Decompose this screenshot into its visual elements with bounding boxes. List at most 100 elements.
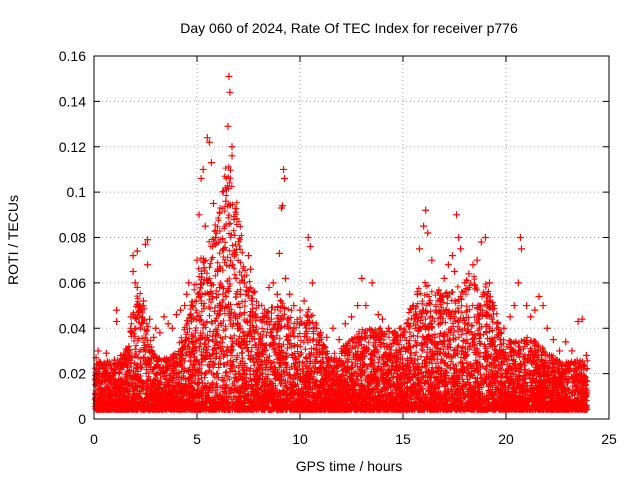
data-point [209, 199, 217, 207]
data-point [201, 222, 209, 230]
y-tick-label: 0.02 [59, 366, 86, 382]
data-point [317, 329, 325, 337]
data-point [510, 302, 518, 310]
data-point [562, 338, 570, 346]
data-point [216, 283, 224, 291]
x-tick-label: 15 [395, 431, 411, 447]
data-point [374, 311, 382, 319]
data-point [222, 197, 230, 205]
data-point [156, 329, 164, 337]
data-point [539, 302, 547, 310]
grid-lines [94, 56, 609, 419]
data-point [197, 175, 205, 183]
data-point [494, 320, 502, 328]
data-point [106, 361, 114, 369]
data-point [137, 306, 145, 314]
y-tick-label: 0.06 [59, 275, 86, 291]
data-point [164, 320, 172, 328]
data-point [424, 229, 432, 237]
data-point [582, 351, 590, 359]
data-point [96, 358, 104, 366]
data-point [290, 302, 298, 310]
data-point [181, 302, 189, 310]
x-tick-label: 10 [292, 431, 308, 447]
x-tick-label: 0 [90, 431, 98, 447]
data-point [428, 256, 436, 264]
data-point [228, 143, 236, 151]
data-point [220, 245, 228, 253]
data-point [286, 290, 294, 298]
data-point [240, 279, 248, 287]
data-point [403, 320, 411, 328]
data-point [193, 256, 201, 264]
data-point [335, 336, 343, 344]
data-point [516, 234, 524, 241]
data-point [444, 261, 452, 269]
data-point [490, 302, 498, 310]
dense-marker-texture [92, 163, 591, 413]
data-point [385, 324, 393, 332]
data-point [378, 315, 386, 323]
data-point [226, 88, 234, 96]
data-point [341, 320, 349, 328]
data-points [92, 72, 590, 373]
data-point [312, 324, 320, 332]
data-point [100, 365, 108, 373]
data-point [121, 361, 129, 369]
data-point [278, 202, 286, 210]
data-point [304, 234, 312, 241]
y-tick-label: 0.1 [67, 184, 87, 200]
data-point [409, 302, 417, 310]
data-point [506, 313, 514, 321]
data-point [133, 247, 141, 255]
axis-ticks: 0 5 10 15 20 25 0 0.02 0.04 0.06 0.08 0.1 0.12 0.14 0.… [59, 48, 617, 447]
data-point [578, 315, 586, 323]
data-point [391, 329, 399, 337]
data-point [117, 351, 125, 359]
data-point [102, 349, 110, 357]
y-tick-label: 0.12 [59, 139, 86, 155]
data-point [531, 306, 539, 314]
data-point [269, 279, 277, 287]
data-point [527, 313, 535, 321]
data-point [259, 313, 267, 321]
data-point [183, 290, 191, 298]
x-tick-label: 5 [193, 431, 201, 447]
data-point [323, 333, 331, 341]
data-point [465, 270, 473, 278]
data-point [543, 324, 551, 332]
data-point [455, 234, 463, 241]
data-point [146, 315, 154, 323]
data-point [481, 234, 489, 241]
data-point [177, 306, 185, 314]
data-point [500, 324, 508, 332]
data-point [150, 333, 158, 341]
data-point [224, 122, 232, 130]
data-point [228, 152, 236, 160]
data-point [556, 347, 564, 355]
data-point [523, 302, 531, 310]
data-point [348, 313, 355, 321]
x-tick-label: 20 [498, 431, 514, 447]
data-point [113, 306, 121, 314]
data-point [111, 356, 119, 364]
data-point [280, 165, 288, 173]
data-point [535, 292, 543, 300]
data-point [514, 279, 522, 287]
data-point [203, 134, 211, 142]
data-point [129, 268, 137, 276]
data-point [185, 279, 193, 287]
data-point [144, 261, 152, 269]
data-point [461, 279, 469, 287]
data-point [251, 288, 259, 296]
data-point [477, 238, 485, 246]
data-point [300, 297, 308, 305]
data-point [296, 306, 304, 314]
data-point [236, 290, 244, 298]
data-point [135, 302, 143, 310]
data-point [432, 306, 440, 314]
data-point [152, 324, 160, 332]
data-point [306, 243, 314, 251]
data-point [127, 313, 135, 321]
